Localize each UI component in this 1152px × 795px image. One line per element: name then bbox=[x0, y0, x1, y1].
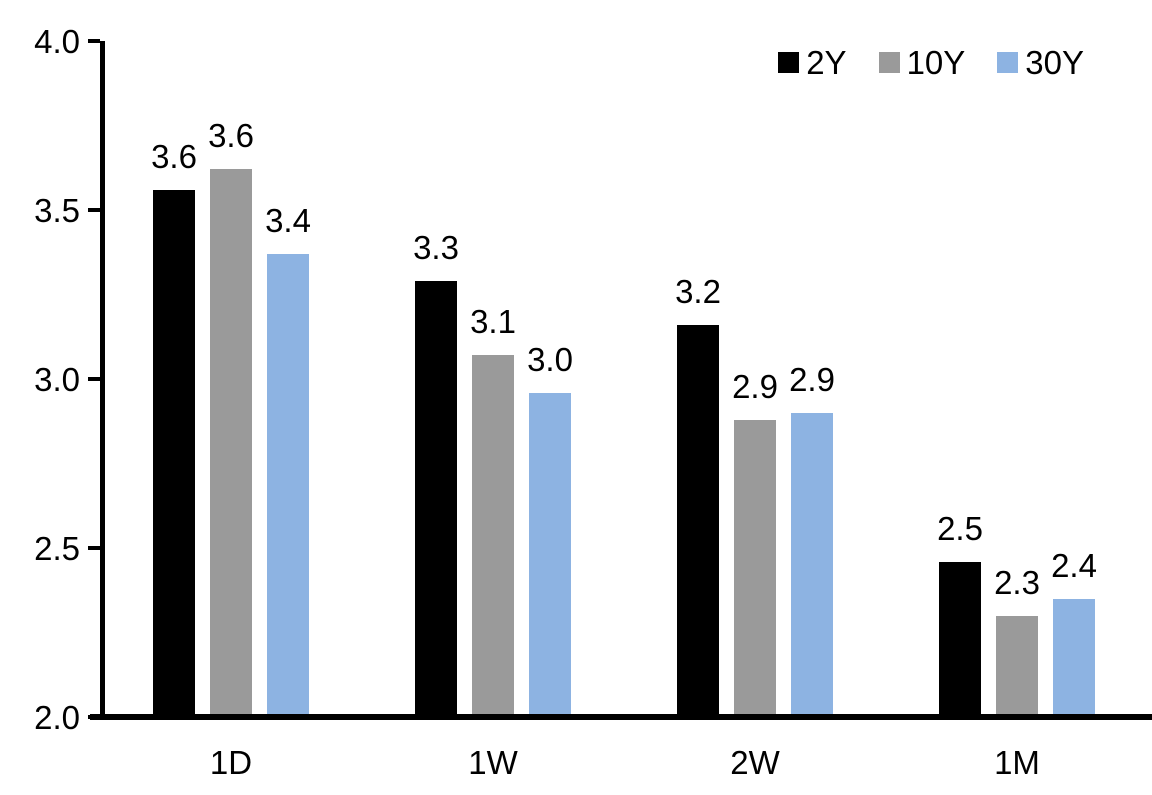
y-axis-tick bbox=[88, 39, 100, 43]
x-axis-category-label: 1M bbox=[994, 744, 1040, 781]
bar-value-label: 3.6 bbox=[208, 117, 254, 154]
chart-legend: 2Y 10Y 30Y bbox=[778, 46, 1084, 79]
legend-item-10y: 10Y bbox=[878, 44, 966, 81]
bar-value-label: 3.3 bbox=[413, 229, 459, 266]
legend-swatch-icon bbox=[878, 52, 900, 73]
y-axis-tick-label: 2.5 bbox=[34, 529, 80, 567]
bar-value-label: 2.5 bbox=[937, 510, 983, 547]
y-axis-line bbox=[100, 41, 105, 720]
bar-value-label: 2.9 bbox=[732, 368, 778, 405]
y-axis-tick-label: 3.5 bbox=[34, 191, 80, 229]
bar-value-label: 2.3 bbox=[994, 564, 1040, 601]
y-axis-tick bbox=[88, 208, 100, 212]
bar-2w-2y bbox=[677, 325, 719, 717]
bar-value-label: 3.2 bbox=[675, 273, 721, 310]
bar-value-label: 3.0 bbox=[527, 341, 573, 378]
y-axis-tick-label: 2.0 bbox=[34, 698, 80, 736]
bar-value-label: 2.9 bbox=[789, 361, 835, 398]
bar-1m-10y bbox=[996, 616, 1038, 717]
y-axis-tick bbox=[88, 546, 100, 550]
legend-swatch-icon bbox=[997, 52, 1019, 73]
bar-1w-2y bbox=[415, 281, 457, 717]
bar-value-label: 3.1 bbox=[470, 303, 516, 340]
bar-1d-2y bbox=[153, 190, 195, 717]
y-axis-tick-label: 3.0 bbox=[34, 360, 80, 398]
bar-1d-10y bbox=[210, 169, 252, 717]
x-axis-category-label: 2W bbox=[730, 744, 780, 781]
x-axis-category-label: 1D bbox=[209, 744, 253, 781]
bar-1w-10y bbox=[472, 355, 514, 717]
x-axis-category-label: 1W bbox=[468, 744, 518, 781]
bar-1m-30y bbox=[1053, 599, 1095, 717]
legend-item-30y: 30Y bbox=[997, 46, 1084, 79]
bar-1w-30y bbox=[529, 393, 571, 717]
bar-value-label: 3.6 bbox=[151, 138, 197, 175]
legend-label: 30Y bbox=[1025, 44, 1084, 81]
bar-2w-30y bbox=[791, 413, 833, 717]
legend-label: 10Y bbox=[906, 44, 966, 81]
legend-swatch-icon bbox=[778, 52, 800, 73]
x-axis-line bbox=[90, 714, 1152, 720]
bar-value-label: 2.4 bbox=[1051, 547, 1097, 584]
bar-1m-2y bbox=[939, 562, 981, 717]
y-axis-tick bbox=[88, 377, 100, 381]
bar-1d-30y bbox=[267, 254, 309, 717]
bar-2w-10y bbox=[734, 420, 776, 717]
bar-value-label: 3.4 bbox=[265, 202, 311, 239]
legend-item-2y: 2Y bbox=[778, 44, 847, 81]
y-axis-tick-label: 4.0 bbox=[34, 22, 80, 60]
legend-label: 2Y bbox=[806, 44, 847, 81]
